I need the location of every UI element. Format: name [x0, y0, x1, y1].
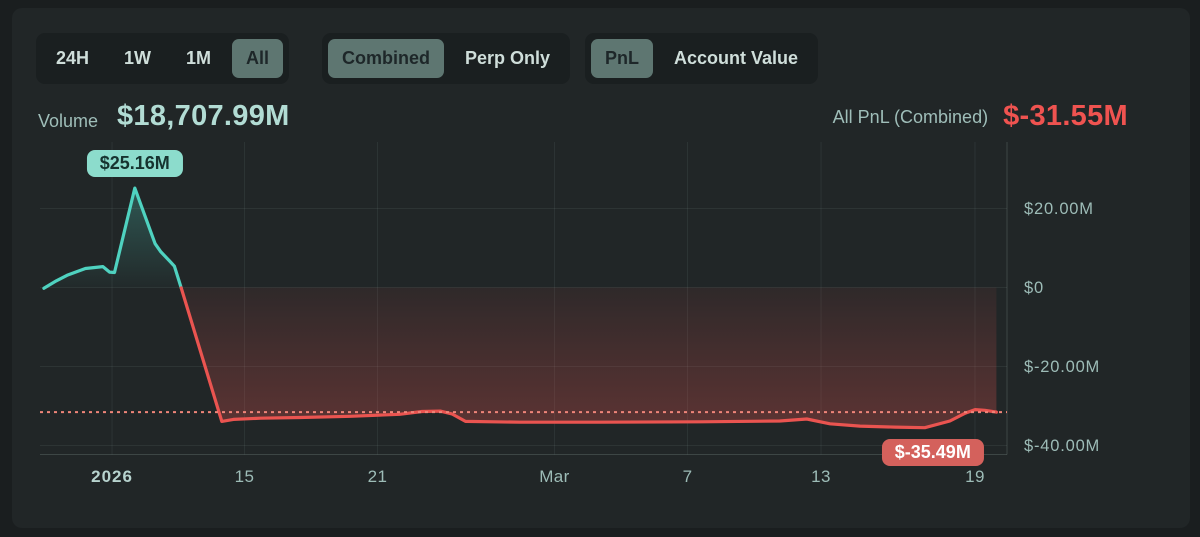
mode-perp-only-button[interactable]: Perp Only [451, 39, 564, 78]
positive-area-fill [43, 188, 182, 289]
y-tick-label: $20.00M [1024, 199, 1094, 218]
chart-card [12, 8, 1190, 528]
pnl-line-negative [179, 286, 999, 430]
range-1m-button[interactable]: 1M [172, 39, 225, 78]
all-pnl-value: $-31.55M [1003, 100, 1128, 132]
y-tick-label: $-40.00M [1024, 436, 1101, 455]
mode-combined-button[interactable]: Combined [328, 39, 444, 78]
y-tick-label: $-20.00M [1024, 357, 1101, 376]
metric-account-value-button[interactable]: Account Value [660, 39, 812, 78]
x-tick-label: 2026 [91, 467, 133, 486]
x-tick-label: 21 [367, 467, 388, 486]
volume-value: $18,707.99M [117, 100, 290, 132]
metric-pnl-button[interactable]: PnL [591, 39, 653, 78]
trough-value-tooltip: $-35.49M [881, 438, 984, 466]
negative-area-fill [181, 287, 997, 428]
pnl-line-positive [42, 186, 183, 290]
range-all-button[interactable]: All [232, 39, 284, 78]
metric-group: PnL Account Value [585, 33, 819, 84]
x-tick-label: 7 [682, 467, 693, 486]
x-tick-label: 13 [811, 467, 831, 486]
all-pnl-readout: All PnL (Combined) $-31.55M [833, 100, 1128, 133]
volume-label: Volume [38, 111, 99, 131]
chart-axis-lines [40, 142, 1008, 455]
all-pnl-label: All PnL (Combined) [832, 107, 989, 127]
mode-group: Combined Perp Only [322, 33, 571, 84]
peak-value-tooltip: $25.16M [86, 150, 183, 178]
time-range-group: 24H 1W 1M All [36, 33, 290, 84]
range-24h-button[interactable]: 24H [42, 39, 103, 78]
x-tick-label: 15 [234, 467, 255, 486]
x-tick-label: Mar [539, 467, 570, 486]
y-tick-label: $0 [1024, 278, 1044, 297]
range-1w-button[interactable]: 1W [110, 39, 165, 78]
x-tick-label: 19 [965, 467, 985, 486]
